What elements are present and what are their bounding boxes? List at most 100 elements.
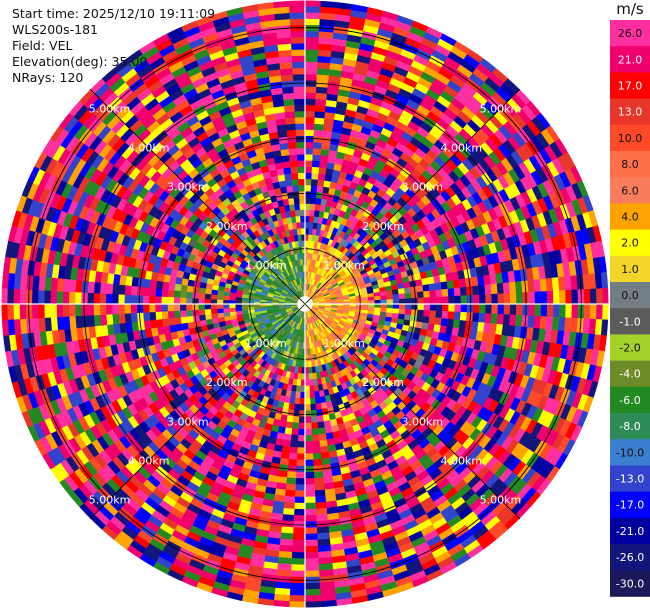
velocity-gate: [285, 421, 293, 429]
velocity-gate: [317, 427, 326, 435]
velocity-gate: [315, 409, 323, 417]
velocity-gate: [198, 309, 206, 316]
velocity-gate: [284, 427, 293, 435]
velocity-gate: [304, 471, 315, 479]
velocity-gate: [374, 295, 381, 301]
velocity-gate: [310, 403, 317, 411]
velocity-gate: [386, 294, 394, 300]
velocity-gate: [472, 294, 480, 305]
velocity-gate: [313, 477, 325, 485]
velocity-gate: [405, 298, 412, 305]
velocity-gate: [509, 292, 517, 305]
velocity-gate: [479, 294, 486, 305]
velocity-gate: [192, 309, 200, 317]
velocity-gate: [309, 203, 316, 211]
velocity-gate: [93, 303, 101, 316]
velocity-gate: [304, 153, 314, 161]
velocity-gate: [304, 110, 316, 118]
velocity-gate: [282, 514, 295, 522]
velocity-gate: [50, 290, 58, 305]
velocity-gate: [292, 527, 306, 535]
velocity-gate: [315, 514, 328, 522]
velocity-gate: [136, 303, 144, 314]
velocity-gate: [304, 160, 313, 167]
velocity-gate: [304, 221, 310, 229]
velocity-gate: [148, 287, 157, 297]
velocity-gate: [179, 290, 187, 298]
velocity-gate: [124, 312, 132, 324]
velocity-gate: [210, 312, 219, 319]
velocity-gate: [294, 397, 301, 405]
velocity-gate: [317, 538, 331, 547]
velocity-gate: [304, 190, 312, 198]
velocity-gate: [173, 310, 181, 318]
velocity-gate: [466, 294, 474, 305]
velocity-gate: [99, 314, 108, 326]
velocity-gate: [167, 296, 175, 305]
velocity-gate: [161, 281, 170, 290]
velocity-gate: [283, 501, 295, 510]
velocity-gate: [422, 316, 430, 324]
velocity-gate: [508, 281, 517, 294]
velocity-gate: [304, 166, 313, 174]
velocity-gate: [285, 483, 296, 491]
velocity-gate: [291, 422, 299, 430]
velocity-gate: [316, 67, 330, 76]
velocity-gate: [435, 289, 443, 298]
velocity-gate: [111, 303, 119, 315]
velocity-gate: [314, 104, 327, 113]
velocity-gate: [222, 307, 230, 313]
velocity-gate: [289, 446, 298, 454]
velocity-gate: [292, 416, 300, 424]
velocity-gate: [552, 290, 560, 305]
velocity-gate: [446, 318, 455, 328]
velocity-gate: [168, 317, 176, 326]
velocity-gate: [417, 291, 425, 299]
velocity-gate: [552, 303, 560, 318]
velocity-gate: [448, 303, 456, 313]
velocity-gate: [318, 167, 327, 175]
velocity-gate: [503, 303, 511, 315]
velocity-gate: [565, 289, 573, 305]
velocity-gate: [130, 312, 138, 323]
velocity-gate: [545, 277, 554, 292]
velocity-gate: [571, 289, 579, 305]
velocity-gate: [304, 595, 321, 603]
velocity-gate: [279, 538, 293, 547]
velocity-gate: [380, 299, 388, 305]
velocity-gate: [315, 98, 327, 107]
velocity-gate: [304, 86, 317, 93]
velocity-gate: [392, 303, 400, 310]
velocity-gate: [317, 544, 332, 553]
velocity-gate: [410, 309, 418, 317]
velocity-gate: [315, 403, 322, 411]
velocity-gate: [168, 282, 176, 291]
velocity-gate: [316, 74, 330, 82]
velocity-gate: [304, 18, 321, 26]
velocity-gate: [31, 303, 39, 319]
velocity-gate: [459, 286, 468, 297]
velocity-gate: [434, 282, 442, 291]
velocity-gate: [56, 277, 65, 292]
velocity-gate: [316, 185, 324, 193]
velocity-gate: [155, 311, 163, 320]
velocity-gate: [313, 129, 324, 137]
velocity-gate: [304, 459, 314, 467]
velocity-gate: [304, 527, 318, 535]
velocity-gate: [304, 397, 311, 405]
velocity-gate: [311, 428, 319, 436]
velocity-gate: [497, 293, 505, 305]
velocity-gate: [316, 526, 330, 534]
velocity-gate: [304, 391, 311, 399]
velocity-gate: [318, 433, 327, 441]
velocity-gate: [304, 558, 319, 566]
velocity-gate: [367, 296, 375, 301]
velocity-gate: [304, 61, 318, 69]
velocity-gate: [440, 318, 449, 327]
velocity-gate: [423, 303, 431, 311]
velocity-gate: [411, 303, 419, 311]
velocity-gate: [280, 532, 294, 541]
velocity-gate: [311, 160, 321, 168]
velocity-gate: [410, 291, 418, 299]
velocity-gate: [286, 471, 297, 479]
